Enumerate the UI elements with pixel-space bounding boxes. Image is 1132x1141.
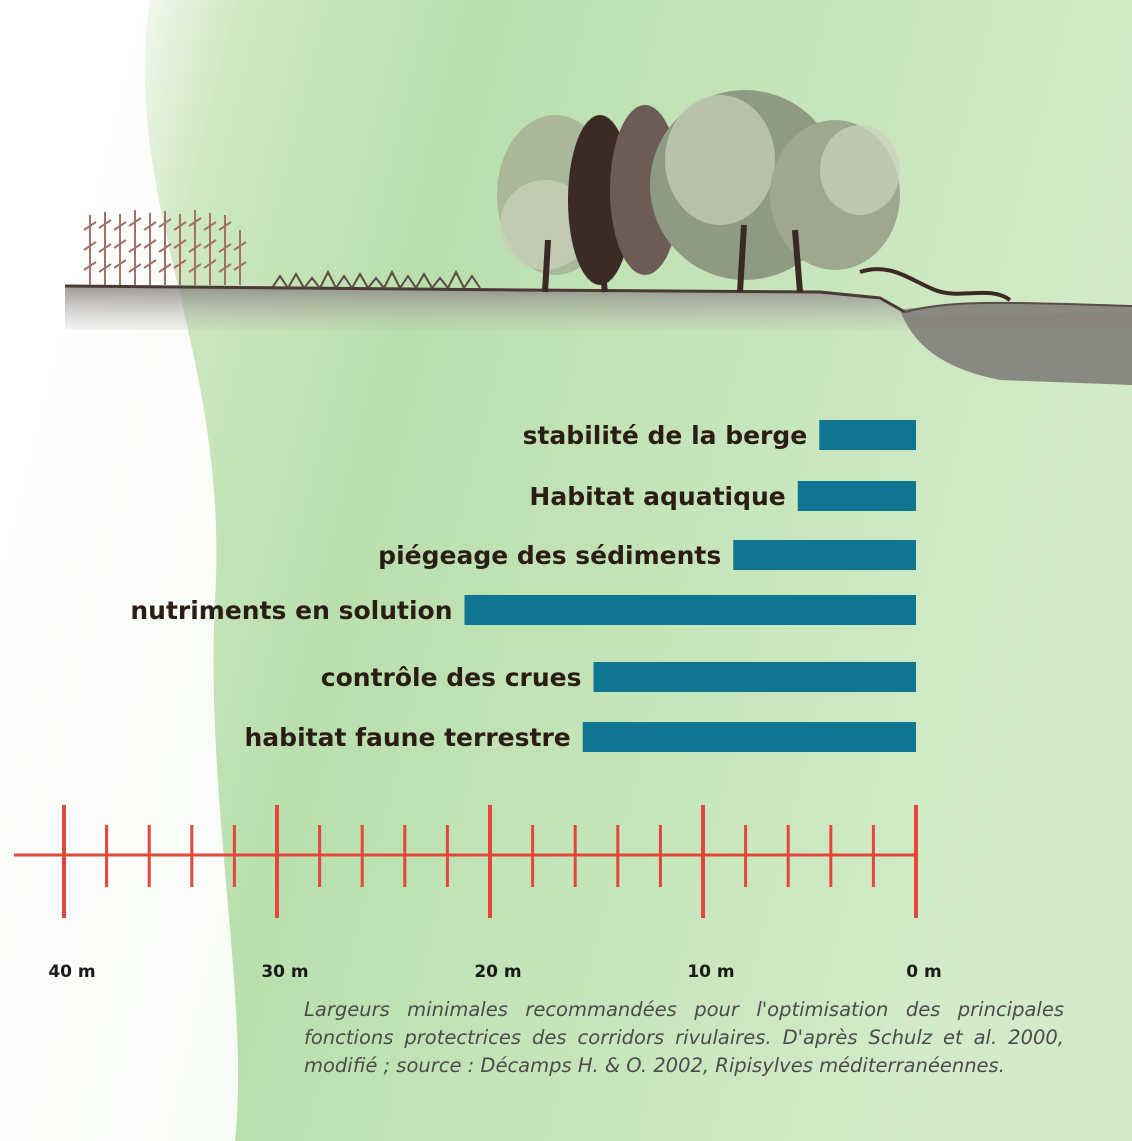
tick-label-2: 20 m xyxy=(474,962,521,982)
tick-label-4: 0 m xyxy=(906,962,941,982)
bar-label-4: contrôle des crues xyxy=(321,663,582,692)
bar-label-0: stabilité de la berge xyxy=(523,421,808,450)
bar-2 xyxy=(733,540,916,570)
bar-0 xyxy=(819,420,916,450)
bar-label-5: habitat faune terrestre xyxy=(245,723,571,752)
landscape-illustration xyxy=(64,90,1132,385)
figure-caption: Largeurs minimales recommandées pour l'o… xyxy=(304,998,1064,1077)
water-surface xyxy=(904,301,1132,313)
tick-label-3: 10 m xyxy=(687,962,734,982)
bar-5 xyxy=(582,722,916,752)
crop-field-icon xyxy=(83,210,247,285)
bar-labels: stabilité de la berge Habitat aquatique pi… xyxy=(130,421,807,752)
bar-label-2: piégeage des sédiments xyxy=(378,541,721,570)
tree-group-icon xyxy=(497,90,900,293)
bar-label-3: nutriments en solution xyxy=(130,596,452,625)
bar-1 xyxy=(797,481,916,511)
bar-3 xyxy=(464,595,916,625)
tick-labels: 40 m 30 m 20 m 10 m 0 m xyxy=(48,962,941,982)
bars xyxy=(464,420,916,752)
grass-strip-icon xyxy=(271,269,481,290)
bar-label-1: Habitat aquatique xyxy=(529,482,785,511)
tick-label-1: 30 m xyxy=(261,962,308,982)
tick-label-0: 40 m xyxy=(48,962,95,982)
ground-profile xyxy=(65,286,1132,330)
root-outline xyxy=(859,267,1012,302)
distance-scale xyxy=(14,805,918,918)
bar-4 xyxy=(593,662,916,692)
river-bed xyxy=(900,303,1132,385)
